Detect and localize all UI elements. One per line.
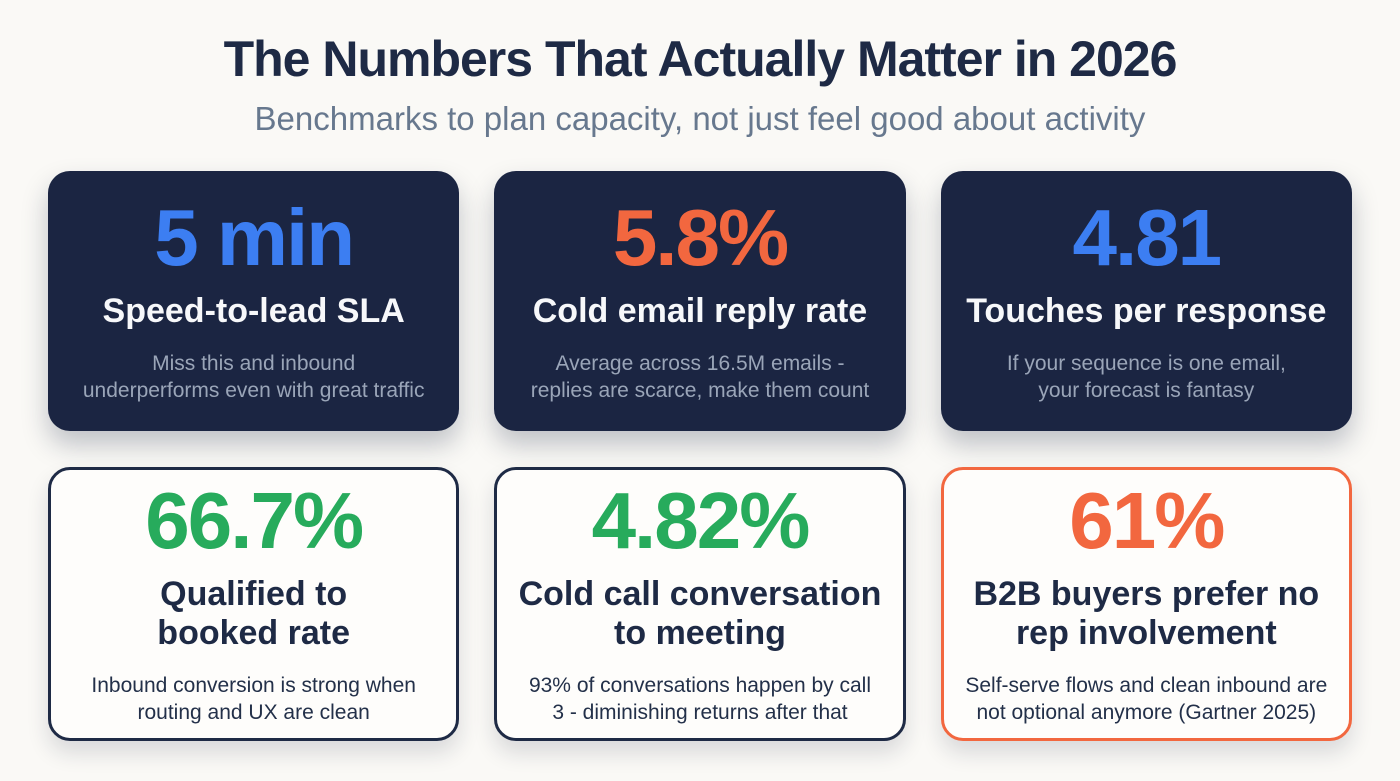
- page-title: The Numbers That Actually Matter in 2026: [223, 31, 1178, 87]
- stat-label: Cold email reply rate: [532, 291, 868, 330]
- stat-card-speed-to-lead-sla: 5 min Speed-to-lead SLA Miss this and in…: [48, 171, 460, 431]
- stat-card-cold-email-reply-rate: 5.8% Cold email reply rate Average acros…: [494, 171, 906, 431]
- stat-description: Self-serve flows and clean inbound are n…: [965, 674, 1328, 725]
- page-subtitle: Benchmarks to plan capacity, not just fe…: [254, 100, 1146, 137]
- stat-value: 4.82%: [591, 476, 811, 566]
- stat-value: 61%: [1069, 476, 1225, 566]
- stat-value: 5 min: [154, 192, 355, 282]
- stat-label: Touches per response: [966, 291, 1327, 330]
- stat-description: Miss this and inbound underperforms even…: [82, 351, 425, 402]
- stat-label: B2B buyers prefer no rep involvement: [973, 575, 1320, 653]
- stat-label: Speed-to-lead SLA: [102, 291, 405, 330]
- stat-card-b2b-buyers-prefer-no-rep: 61% B2B buyers prefer no rep involvement…: [940, 467, 1352, 741]
- stat-label: Qualified to booked rate: [157, 575, 351, 653]
- header: The Numbers That Actually Matter in 2026…: [0, 0, 1400, 138]
- stat-description: 93% of conversations happen by call 3 - …: [528, 674, 872, 725]
- stat-description: If your sequence is one email, your fore…: [1006, 351, 1286, 402]
- stat-description: Average across 16.5M emails - replies ar…: [530, 351, 870, 402]
- stat-description: Inbound conversion is strong when routin…: [91, 674, 416, 725]
- stat-label: Cold call conversation to meeting: [518, 575, 882, 653]
- stat-card-touches-per-response: 4.81 Touches per response If your sequen…: [940, 171, 1352, 431]
- stat-value: 4.81: [1072, 192, 1222, 282]
- stat-card-qualified-to-booked-rate: 66.7% Qualified to booked rate Inbound c…: [48, 467, 460, 741]
- stats-grid: 5 min Speed-to-lead SLA Miss this and in…: [48, 171, 1352, 741]
- stat-card-cold-call-conversation-to-meeting: 4.82% Cold call conversation to meeting …: [494, 467, 906, 741]
- stat-value: 5.8%: [612, 192, 789, 282]
- stat-value: 66.7%: [145, 476, 364, 566]
